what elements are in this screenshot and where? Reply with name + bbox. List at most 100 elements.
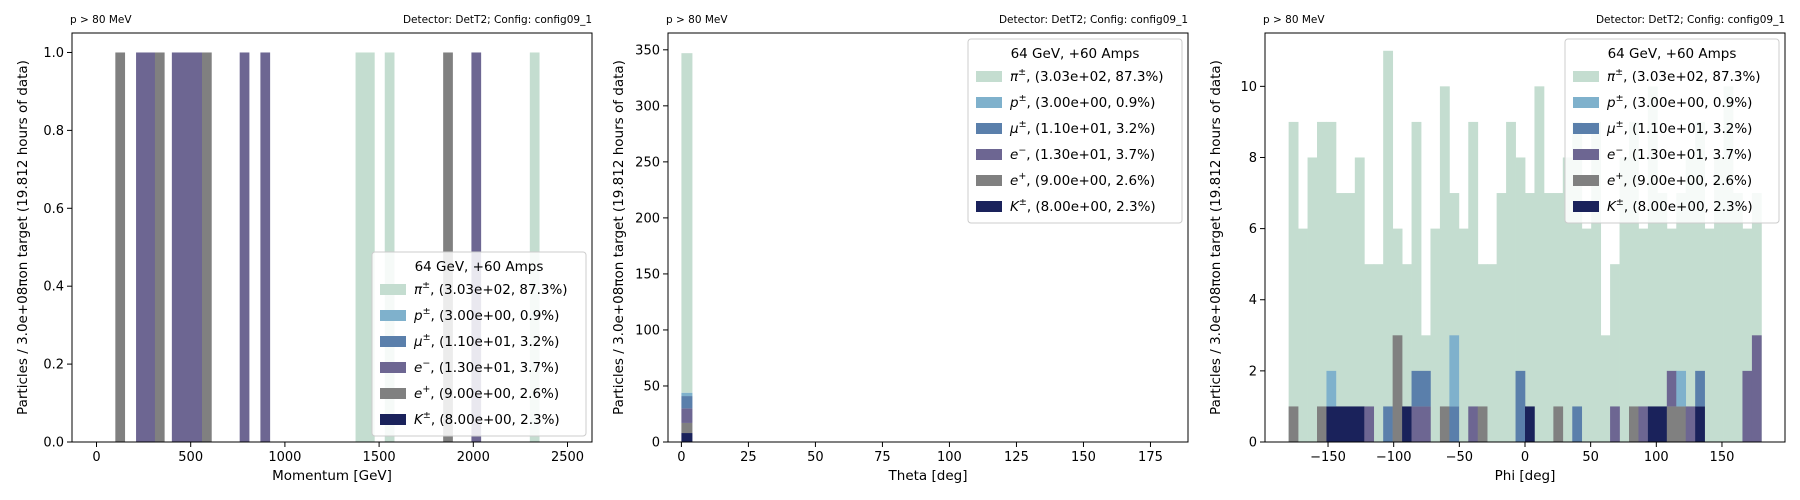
bar-e-	[1751, 335, 1762, 442]
bar-pi	[384, 52, 395, 442]
bar-pi	[1335, 193, 1346, 442]
x-axis-label: Phi [deg]	[1495, 468, 1556, 484]
bar-K	[1647, 406, 1668, 442]
bar-pi	[1742, 228, 1753, 442]
legend-swatch-pi	[380, 284, 406, 295]
bar-pi	[1629, 121, 1639, 443]
y-tick-label: 6	[1249, 222, 1257, 237]
bar-e+	[681, 422, 693, 434]
legend-superscript: ±	[1018, 67, 1026, 78]
bar-pi	[1562, 157, 1573, 442]
legend-superscript: ±	[1616, 197, 1624, 208]
bar-K	[1335, 406, 1365, 442]
bar-p	[681, 392, 693, 397]
legend-superscript: ±	[423, 410, 431, 421]
bar-pi	[1487, 264, 1498, 442]
bar-e-	[471, 52, 482, 442]
x-tick-label: 1000	[268, 450, 301, 465]
y-tick-label: 0.2	[43, 358, 64, 373]
legend-title: 64 GeV, +60 Amps	[1608, 46, 1737, 62]
legend-value-text: , (1.10e+01, 3.2%)	[431, 334, 560, 350]
legend-label-e-: e−, (1.30e+01, 3.7%)	[1607, 145, 1752, 163]
legend-value-text: , (1.10e+01, 3.2%)	[1624, 121, 1753, 137]
legend-value-text: , (3.03e+02, 87.3%)	[1026, 69, 1163, 85]
legend-swatch-pi	[1573, 71, 1599, 82]
bar-mu	[1383, 406, 1393, 442]
bar-mu	[1572, 406, 1583, 442]
legend-symbol: e	[414, 360, 422, 376]
legend-title: 64 GeV, +60 Amps	[1011, 46, 1140, 62]
bar-pi	[1657, 193, 1668, 442]
x-tick-label: 0	[1521, 450, 1529, 465]
y-tick-label: 150	[635, 267, 660, 282]
bar-pi	[1411, 121, 1422, 443]
x-tick-label: 50	[807, 450, 824, 465]
legend-value-text: , (1.10e+01, 3.2%)	[1027, 121, 1156, 137]
bar-K	[1695, 406, 1705, 442]
bar-p	[1676, 370, 1687, 407]
bar-pi	[1534, 86, 1545, 442]
legend-swatch-mu	[1573, 123, 1599, 134]
legend-swatch-e-	[380, 362, 406, 373]
legend-value-text: , (8.00e+00, 2.3%)	[1624, 199, 1753, 215]
top-right-note: Detector: DetT2; Config: config09_1	[1596, 14, 1785, 26]
bar-e-	[1685, 406, 1696, 442]
bar-pi	[1591, 121, 1602, 443]
bar-K	[681, 433, 693, 442]
y-axis-label: Particles / 3.0e+08πon target (19.812 ho…	[1208, 60, 1224, 415]
legend-superscript: ±	[1019, 197, 1027, 208]
legend-swatch-p	[380, 310, 406, 321]
axes-frame	[667, 32, 1189, 443]
legend-swatch-mu	[976, 123, 1002, 134]
bar-pi	[1638, 228, 1649, 442]
y-tick-label: 2	[1249, 364, 1257, 379]
bar-pi	[1723, 86, 1734, 442]
bar-pi	[1364, 264, 1375, 442]
bar-mu	[1695, 370, 1705, 407]
bar-pi	[1572, 121, 1583, 443]
legend-symbol: K	[1607, 199, 1617, 215]
bar-pi	[1610, 264, 1620, 442]
legend-superscript: −	[1018, 145, 1026, 156]
x-tick-label: 75	[874, 450, 891, 465]
bar-pi	[1714, 157, 1724, 442]
bar-pi	[1496, 193, 1507, 442]
bar-pi	[1619, 157, 1630, 442]
x-tick-label: 175	[1138, 450, 1163, 465]
panel-2: 0 25 50 75 100 125 150 175 0 50 100 150 200 250 300 350…	[611, 14, 1189, 484]
y-tick-label: 50	[643, 379, 660, 394]
bar-pi	[1430, 228, 1441, 442]
y-tick-label: 0.8	[43, 124, 64, 139]
legend-symbol: p	[1009, 95, 1019, 111]
legend-symbol: π	[414, 282, 423, 298]
legend-superscript: −	[422, 358, 430, 369]
legend-label-K: K±, (8.00e+00, 2.3%)	[1607, 197, 1753, 215]
legend-swatch-K	[1573, 201, 1599, 212]
bar-e+	[1477, 406, 1488, 442]
y-tick-label: 4	[1249, 293, 1257, 308]
legend-value-text: , (8.00e+00, 2.3%)	[1027, 199, 1156, 215]
legend-symbol: e	[1010, 173, 1018, 189]
x-tick-label: −150	[1310, 450, 1346, 465]
legend-superscript: ±	[1616, 93, 1624, 104]
bar-e-	[1666, 370, 1677, 407]
x-tick-label: 25	[740, 450, 757, 465]
bar-pi	[1317, 121, 1327, 443]
bar-e+	[1288, 406, 1299, 442]
legend-value-text: , (3.00e+00, 0.9%)	[1624, 95, 1753, 111]
legend-box	[371, 251, 587, 437]
bar-e+	[1629, 406, 1639, 442]
bar-pi	[1543, 193, 1554, 442]
legend-swatch-K	[380, 414, 406, 425]
legend-label-pi: π±, (3.03e+02, 87.3%)	[1607, 67, 1761, 85]
legend-superscript: +	[1615, 171, 1623, 182]
legend-label-e+: e+, (9.00e+00, 2.6%)	[414, 384, 559, 402]
legend-value-text: , (3.00e+00, 0.9%)	[431, 308, 560, 324]
bar-pi	[1733, 193, 1743, 442]
legend-value-text: , (3.00e+00, 0.9%)	[1027, 95, 1156, 111]
bar-e-	[1411, 406, 1431, 442]
legend-label-e+: e+, (9.00e+00, 2.6%)	[1607, 171, 1752, 189]
y-tick-label: 300	[635, 99, 660, 114]
x-tick-label: −50	[1446, 450, 1473, 465]
